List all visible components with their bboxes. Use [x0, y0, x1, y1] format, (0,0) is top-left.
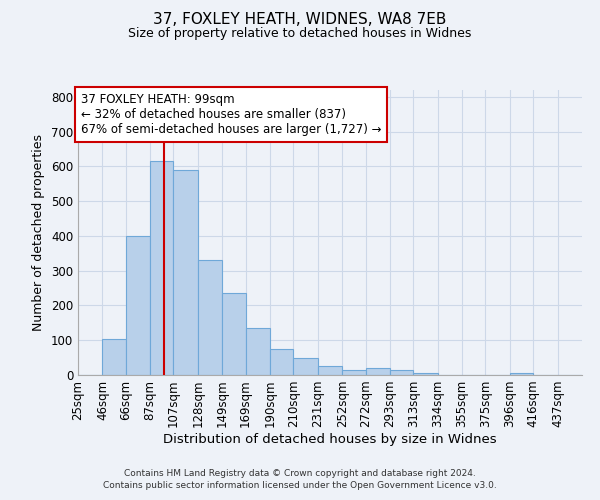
Bar — [245, 328, 270, 375]
Bar — [318, 366, 342, 375]
Bar — [126, 236, 150, 375]
Bar — [198, 260, 223, 375]
Bar — [390, 370, 413, 375]
Text: Size of property relative to detached houses in Widnes: Size of property relative to detached ho… — [128, 28, 472, 40]
Text: 37, FOXLEY HEATH, WIDNES, WA8 7EB: 37, FOXLEY HEATH, WIDNES, WA8 7EB — [154, 12, 446, 28]
Bar — [270, 349, 293, 375]
Text: Contains public sector information licensed under the Open Government Licence v3: Contains public sector information licen… — [103, 481, 497, 490]
Bar — [342, 370, 365, 375]
Bar — [510, 372, 533, 375]
Bar — [173, 170, 198, 375]
Y-axis label: Number of detached properties: Number of detached properties — [32, 134, 46, 331]
Bar — [103, 338, 126, 375]
Bar — [365, 368, 390, 375]
Bar — [150, 161, 173, 375]
Text: Contains HM Land Registry data © Crown copyright and database right 2024.: Contains HM Land Registry data © Crown c… — [124, 468, 476, 477]
Text: 37 FOXLEY HEATH: 99sqm
← 32% of detached houses are smaller (837)
67% of semi-de: 37 FOXLEY HEATH: 99sqm ← 32% of detached… — [80, 93, 381, 136]
Bar — [223, 294, 245, 375]
Bar — [293, 358, 318, 375]
Bar — [413, 374, 437, 375]
X-axis label: Distribution of detached houses by size in Widnes: Distribution of detached houses by size … — [163, 433, 497, 446]
